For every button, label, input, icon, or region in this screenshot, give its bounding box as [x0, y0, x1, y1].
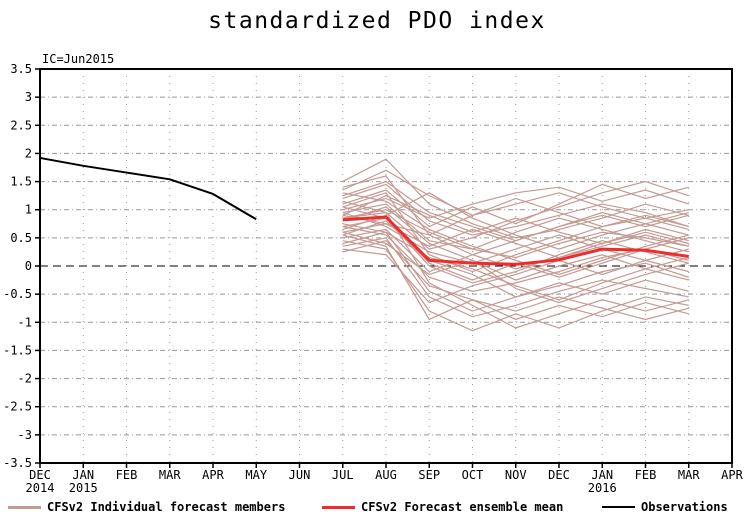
member-line: [342, 206, 689, 281]
x-year-label: 2016: [588, 481, 617, 495]
observations-line-swatch: [602, 506, 635, 508]
forecast-member-lines: [342, 158, 689, 332]
observations-line: [39, 156, 257, 221]
member-line: [342, 223, 689, 301]
y-tick-label: -3: [18, 428, 32, 442]
member-line: [342, 192, 689, 273]
axis-tick-labels: 3.532.521.510.50-0.5-1-1.5-2-2.5-3-3.5DE…: [3, 62, 744, 495]
y-tick-label: 2.5: [10, 118, 32, 132]
member-line: [342, 186, 689, 219]
x-tick-label: MAR: [678, 468, 700, 482]
y-tick-label: 0.5: [10, 231, 32, 245]
legend-obs-label: Observations: [641, 500, 728, 514]
y-tick-label: -0.5: [3, 287, 32, 301]
member-line: [342, 234, 689, 321]
member-line: [342, 175, 689, 270]
y-tick-label: 0: [25, 259, 32, 273]
x-tick-label: JAN: [72, 468, 94, 482]
axes-frame: [35, 68, 733, 468]
y-tick-label: 1.5: [10, 175, 32, 189]
y-tick-label: -2.5: [3, 400, 32, 414]
x-year-label: 2015: [69, 481, 98, 495]
legend-item-mean: CFSv2 Forecast ensemble mean: [322, 500, 563, 514]
member-line: [342, 231, 689, 312]
x-tick-label: MAY: [245, 468, 267, 482]
member-line: [342, 197, 689, 236]
legend-item-members: CFSv2 Individual forecast members: [8, 500, 285, 514]
x-tick-label: NOV: [505, 468, 527, 482]
x-tick-label: JAN: [591, 468, 613, 482]
page-title: standardized PDO index: [208, 8, 546, 34]
y-tick-label: 3: [25, 90, 32, 104]
x-year-label: 2014: [26, 481, 55, 495]
member-line: [342, 158, 689, 239]
legend-mean-label: CFSv2 Forecast ensemble mean: [361, 500, 564, 514]
x-tick-label: JUN: [289, 468, 311, 482]
member-line: [342, 209, 689, 253]
x-tick-label: SEP: [418, 468, 440, 482]
x-tick-label: FEB: [116, 468, 138, 482]
mean-line: [342, 215, 689, 266]
member-line: [342, 226, 689, 292]
y-tick-label: -3.5: [3, 456, 32, 470]
members-line-swatch: [8, 505, 41, 509]
x-tick-label: OCT: [462, 468, 484, 482]
y-tick-label: 3.5: [10, 62, 32, 76]
y-tick-label: -1.5: [3, 343, 32, 357]
x-tick-label: JUL: [332, 468, 354, 482]
member-line: [342, 200, 689, 329]
x-tick-label: APR: [721, 468, 743, 482]
legend-members-label: CFSv2 Individual forecast members: [47, 500, 286, 514]
member-line: [342, 169, 689, 230]
ensemble-mean-line: [342, 215, 689, 266]
y-tick-label: 1: [25, 203, 32, 217]
member-line: [342, 206, 689, 284]
y-tick-label: 2: [25, 146, 32, 160]
member-line: [342, 192, 689, 250]
x-tick-label: DEC: [29, 468, 51, 482]
x-tick-label: APR: [202, 468, 224, 482]
obs-line: [39, 156, 257, 221]
x-tick-label: FEB: [635, 468, 657, 482]
initial-condition-label: IC=Jun2015: [42, 52, 115, 66]
legend-item-obs: Observations: [602, 500, 728, 514]
legend: CFSv2 Individual forecast members CFSv2 …: [0, 500, 754, 520]
mean-line-swatch: [322, 505, 355, 509]
y-tick-label: -2: [18, 372, 32, 386]
member-line: [342, 231, 689, 304]
x-tick-label: DEC: [548, 468, 570, 482]
x-tick-label: AUG: [375, 468, 397, 482]
y-tick-label: -1: [18, 315, 32, 329]
member-line: [342, 180, 689, 242]
x-tick-label: MAR: [159, 468, 181, 482]
member-line: [342, 237, 689, 318]
member-line: [342, 180, 689, 250]
